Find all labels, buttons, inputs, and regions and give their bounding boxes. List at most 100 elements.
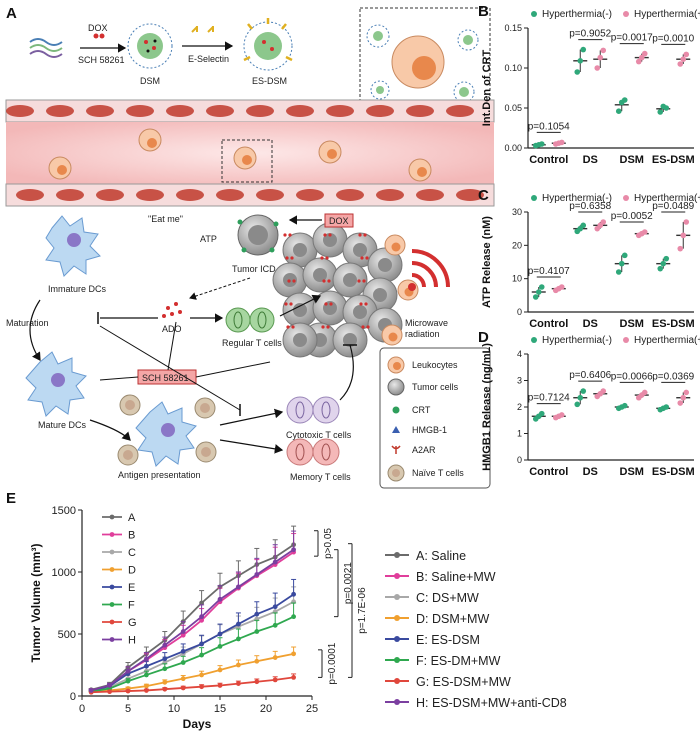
inner-legend-label-b: B	[128, 530, 135, 542]
panel-b-label: B	[478, 3, 489, 20]
e-selectin-icon	[191, 26, 214, 33]
legend-a2ar: A2AR	[391, 445, 436, 455]
dox-dot	[364, 302, 368, 306]
x-tick-label: Control	[529, 466, 568, 478]
endothelial-cell	[446, 105, 474, 117]
data-point	[272, 559, 278, 565]
legend-marker-hyperthermia-minus	[531, 337, 537, 343]
data-point	[574, 69, 581, 75]
memory-t-cells-icon	[286, 438, 340, 466]
dox-label: DOX	[88, 23, 108, 33]
legend-marker-hyperthermia-plus	[623, 195, 629, 201]
dox-dot	[361, 325, 365, 329]
data-point	[180, 648, 186, 654]
polymer-strands-icon	[29, 38, 63, 58]
dox-dot	[360, 256, 364, 260]
tumor-cell-nucleus	[353, 243, 367, 257]
data-point	[217, 631, 223, 637]
dox-dot	[327, 279, 331, 283]
maturation-label: Maturation	[6, 318, 49, 328]
data-point	[577, 58, 584, 64]
data-point	[125, 678, 131, 684]
y-tick-label: 3	[517, 376, 522, 386]
y-tick-label: 30	[512, 207, 522, 217]
endothelial-cell	[296, 189, 324, 201]
p-value-hg: p=1.7E-06	[357, 587, 368, 634]
dox-dot	[325, 256, 329, 260]
antigen-presentation-icon	[117, 394, 217, 467]
panel-d-hmgb1-chart: D 0 1 2 3 4 HMGB1 Release (ng/mL) Hyperthermia(…	[478, 329, 700, 478]
y-tick-label: 10	[512, 274, 522, 284]
x-axis-label: Days	[183, 717, 212, 731]
p-value-label: p=0.7124	[528, 393, 570, 404]
dox-dot	[322, 279, 326, 283]
tumor-cell-nucleus	[313, 268, 327, 282]
x-tick-label: DSM	[620, 318, 644, 330]
data-point	[558, 139, 565, 146]
endothelial-cell	[96, 189, 124, 201]
p-value-label: p=0.0369	[652, 371, 694, 382]
endothelial-cell	[286, 105, 314, 117]
outer-legend-label-c: C: DS+MW	[416, 591, 479, 605]
tumor-cell-nucleus	[323, 233, 337, 247]
data-point	[144, 656, 149, 662]
dsm-micelle-icon	[127, 23, 173, 69]
vessel-zoom-region	[221, 139, 273, 183]
leukocyte-zoom-icon	[366, 24, 479, 103]
x-tick-label: DS	[583, 318, 598, 330]
dox-dot	[320, 256, 324, 260]
x-tick-label: ES-DSM	[652, 318, 695, 330]
data-point	[291, 675, 296, 680]
x-tick-label: 0	[79, 703, 85, 715]
tumor-icd-cell-icon	[237, 214, 279, 256]
data-point	[144, 672, 149, 678]
data-point	[180, 676, 186, 682]
endothelial-cell	[336, 189, 364, 201]
panel-d-label: D	[478, 329, 489, 346]
x-tick-label: ES-DSM	[652, 466, 695, 478]
regular-t-cells-icon	[225, 307, 275, 333]
es-dsm-micelle-icon	[243, 18, 293, 71]
data-point	[199, 684, 205, 690]
y-tick-label: 500	[58, 629, 76, 641]
inner-legend-marker	[109, 532, 115, 537]
data-point	[600, 219, 607, 225]
panel-a-schematic: A DOX SCH 58261 DSM E-Selectin	[5, 5, 495, 489]
microwave-label-1: Microwave	[405, 318, 448, 328]
x-tick-label: DS	[583, 466, 598, 478]
dox-dot	[284, 302, 288, 306]
dox-dot	[288, 233, 292, 237]
y-tick-label: 0	[517, 307, 522, 317]
data-point	[641, 229, 648, 235]
data-point	[538, 141, 545, 147]
inner-legend-label-h: H	[128, 635, 136, 647]
data-point	[657, 109, 664, 115]
dox-dot	[326, 325, 330, 329]
x-tick-label: DS	[583, 154, 598, 166]
data-point	[162, 679, 168, 685]
data-point	[162, 642, 168, 648]
data-point	[638, 54, 645, 61]
inner-legend-marker	[109, 514, 115, 520]
data-point	[217, 644, 223, 649]
data-point	[621, 402, 628, 409]
data-point	[641, 389, 648, 396]
data-point	[254, 679, 260, 685]
y-tick-label: 4	[517, 349, 522, 359]
endothelial-cell	[406, 105, 434, 117]
dsm-label: DSM	[140, 76, 160, 86]
cytotoxic-t-cells-icon	[286, 396, 340, 424]
panel-a-label: A	[6, 5, 17, 22]
legend-crt: CRT	[392, 405, 431, 415]
dox-dot	[286, 325, 290, 329]
dox-dot	[358, 233, 362, 237]
data-point	[125, 688, 131, 694]
legend-naive-t-cells: Naïve T cells	[387, 464, 464, 482]
data-point	[144, 663, 149, 669]
data-point	[621, 97, 628, 103]
schematic-legend-box	[379, 347, 491, 489]
legend-hyperthermia-minus: Hyperthermia(-)	[542, 193, 612, 204]
data-point	[680, 56, 687, 62]
p-value-label: p=0.0010	[652, 33, 694, 44]
